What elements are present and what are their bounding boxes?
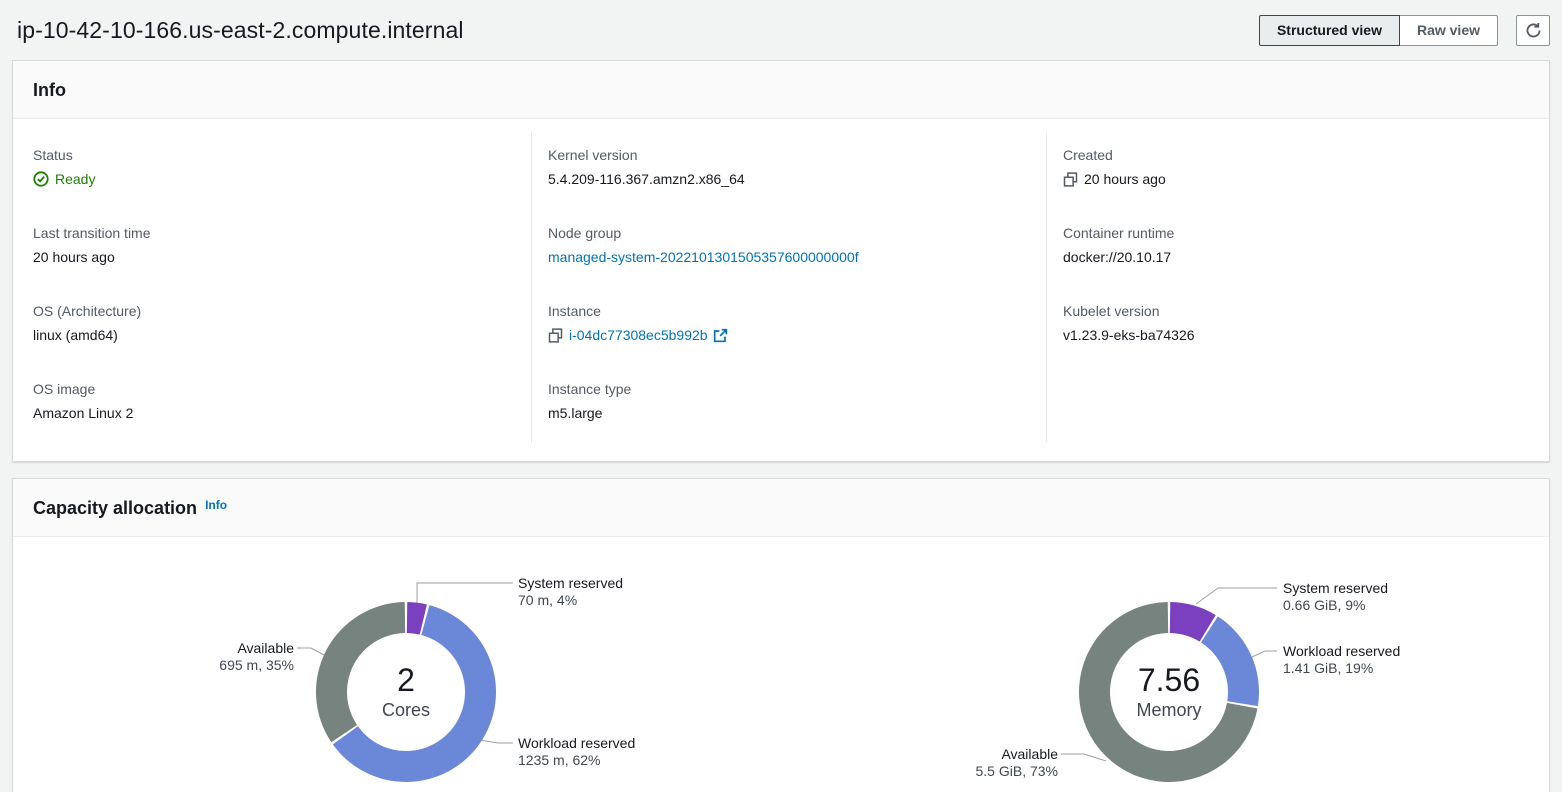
field-kubelet-version: Kubelet version v1.23.9-eks-ba74326 — [1063, 287, 1529, 365]
field-value: m5.large — [548, 405, 603, 421]
donut-segment-workload-reserved[interactable] — [332, 605, 496, 782]
field-label: OS (Architecture) — [33, 303, 142, 319]
field-value: Amazon Linux 2 — [33, 405, 134, 421]
view-toolbar: Structured view Raw view — [1258, 14, 1550, 46]
field-node-group: Node group managed-system-20221013015053… — [548, 209, 1046, 287]
info-panel-title: Info — [33, 79, 66, 100]
field-value: linux (amd64) — [33, 327, 118, 343]
cores-donut-chart[interactable] — [314, 600, 498, 784]
field-label: Status — [33, 147, 73, 163]
capacity-panel-title: Capacity allocation — [33, 497, 198, 518]
info-panel: Info Status Ready Last transition time 2… — [12, 60, 1550, 462]
info-column-2: Kernel version 5.4.209-116.367.amzn2.x86… — [531, 131, 1046, 443]
memory-donut-chart[interactable] — [1077, 600, 1261, 784]
memory-label-system-reserved: System reserved 0.66 GiB, 9% — [1283, 580, 1389, 613]
cores-label-workload-reserved: Workload reserved 1235 m, 62% — [518, 735, 636, 768]
status-text: Ready — [55, 171, 96, 187]
field-value: 20 hours ago — [33, 249, 115, 265]
field-os-architecture: OS (Architecture) linux (amd64) — [33, 287, 531, 365]
donut-segment-system-reserved[interactable] — [406, 602, 427, 635]
raw-view-button[interactable]: Raw view — [1398, 14, 1498, 46]
donut-segment-system-reserved[interactable] — [1169, 602, 1216, 642]
memory-label-available: Available 5.5 GiB, 73% — [975, 746, 1059, 779]
info-panel-header: Info — [13, 61, 1549, 119]
field-os-image: OS image Amazon Linux 2 — [33, 365, 531, 443]
instance-value: i-04dc77308ec5b992b — [548, 327, 1046, 343]
cores-label-system-reserved: System reserved 70 m, 4% — [518, 575, 624, 608]
capacity-panel-header: Capacity allocation Info — [13, 479, 1549, 537]
copy-instance-id-button[interactable] — [548, 327, 563, 343]
field-label: OS image — [33, 381, 96, 397]
field-label: Node group — [548, 225, 622, 241]
field-last-transition-time: Last transition time 20 hours ago — [33, 209, 531, 287]
capacity-charts: 2 Cores System reserved 70 m, 4% Availab… — [13, 537, 1549, 792]
refresh-button[interactable] — [1516, 14, 1550, 46]
page-header: ip-10-42-10-166.us-east-2.compute.intern… — [0, 0, 1562, 60]
check-circle-icon — [33, 171, 49, 187]
field-status: Status Ready — [33, 131, 531, 209]
field-kernel-version: Kernel version 5.4.209-116.367.amzn2.x86… — [548, 131, 1046, 209]
field-label: Created — [1063, 147, 1113, 163]
donut-segment-available[interactable] — [1079, 602, 1258, 782]
copy-created-button[interactable] — [1063, 171, 1078, 187]
field-label: Last transition time — [33, 225, 151, 241]
field-label: Kubelet version — [1063, 303, 1160, 319]
info-column-3: Created 20 hours ago Container runtime d… — [1046, 131, 1529, 443]
field-value: 5.4.209-116.367.amzn2.x86_64 — [548, 171, 745, 187]
field-label: Kernel version — [548, 147, 638, 163]
field-value: docker://20.10.17 — [1063, 249, 1172, 265]
field-value: v1.23.9-eks-ba74326 — [1063, 327, 1195, 343]
created-text: 20 hours ago — [1084, 171, 1166, 187]
cores-label-available: Available 695 m, 35% — [219, 640, 294, 673]
memory-label-workload-reserved: Workload reserved 1.41 GiB, 19% — [1283, 643, 1401, 676]
field-label: Instance — [548, 303, 601, 319]
page-title: ip-10-42-10-166.us-east-2.compute.intern… — [17, 16, 464, 43]
instance-link[interactable]: i-04dc77308ec5b992b — [569, 327, 728, 343]
field-instance: Instance i-04dc77308ec5b992b — [548, 287, 1046, 365]
field-instance-type: Instance type m5.large — [548, 365, 1046, 443]
donut-segment-workload-reserved[interactable] — [1201, 616, 1259, 707]
donut-segment-available[interactable] — [316, 602, 406, 743]
capacity-panel: Capacity allocation Info 2 Cores System … — [12, 478, 1550, 792]
view-toggle: Structured view Raw view — [1258, 14, 1498, 46]
info-column-1: Status Ready Last transition time 20 hou… — [33, 131, 531, 443]
copy-icon — [548, 327, 563, 343]
copy-icon — [1063, 171, 1078, 187]
field-container-runtime: Container runtime docker://20.10.17 — [1063, 209, 1529, 287]
info-grid: Status Ready Last transition time 20 hou… — [13, 119, 1549, 461]
external-link-icon — [713, 328, 727, 342]
refresh-icon — [1526, 22, 1540, 37]
field-created: Created 20 hours ago — [1063, 131, 1529, 209]
node-group-link[interactable]: managed-system-2022101301505357600000000… — [548, 249, 859, 265]
field-label: Container runtime — [1063, 225, 1175, 241]
instance-id-text: i-04dc77308ec5b992b — [569, 327, 708, 343]
structured-view-button[interactable]: Structured view — [1258, 14, 1400, 46]
capacity-info-link[interactable]: Info — [205, 498, 228, 512]
field-label: Instance type — [548, 381, 632, 397]
status-badge: Ready — [33, 171, 531, 187]
created-value: 20 hours ago — [1063, 171, 1529, 187]
